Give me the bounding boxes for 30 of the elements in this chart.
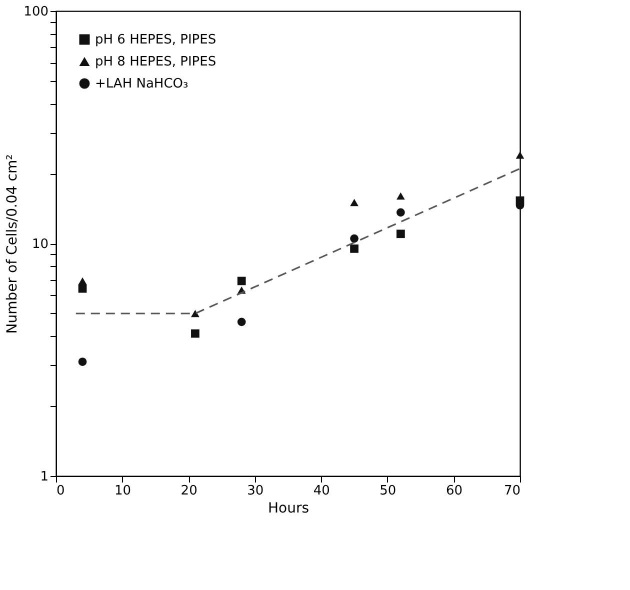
point: [191, 329, 200, 338]
point: [78, 358, 87, 366]
y-tick-label: 100: [24, 4, 48, 20]
legend-label: pH 8 HEPES, PIPES: [95, 54, 216, 70]
x-axis-title: Hours: [268, 500, 310, 516]
point: [237, 318, 246, 326]
y-tick-label: 10: [32, 237, 48, 252]
x-tick-label: 0: [56, 484, 65, 498]
point: [237, 276, 246, 286]
x-tick-label: 60: [446, 484, 462, 498]
point: [78, 277, 87, 285]
x-tick-label: 20: [180, 484, 198, 498]
x-tick-label: 10: [114, 484, 132, 498]
point: [516, 151, 524, 159]
point: [396, 230, 405, 238]
x-tick-label: 30: [247, 484, 264, 498]
x-tick-label: 50: [380, 484, 396, 498]
legend-label: pH 6 HEPES, PIPES: [95, 32, 216, 48]
point: [78, 284, 87, 293]
y-tick-label: 1: [40, 470, 48, 484]
y-axis-title: Number of Cells/0.04 cm²: [4, 154, 21, 334]
point: [350, 244, 358, 253]
point: [350, 234, 358, 243]
point: [396, 192, 405, 200]
legend-label: +LAH NaHCO₃: [95, 76, 188, 92]
point: [191, 310, 200, 318]
x-tick-label: 70: [504, 484, 520, 498]
point: [396, 208, 405, 217]
x-tick-label: 40: [313, 484, 330, 498]
point: [350, 198, 358, 206]
